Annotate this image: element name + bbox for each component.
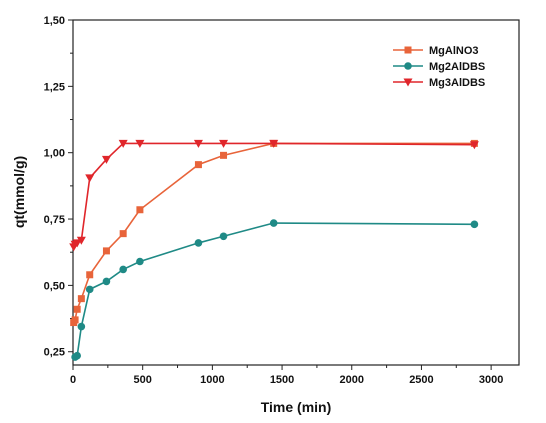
- legend-item: Mg2AlDBS: [393, 61, 485, 73]
- series-Mg3AlDBS: [69, 139, 479, 252]
- y-tick-label: 0,75: [44, 214, 65, 226]
- data-point: [73, 351, 81, 360]
- data-point: [85, 285, 94, 294]
- data-point: [72, 239, 82, 248]
- legend-item: Mg3AlDBS: [393, 77, 485, 89]
- legend-marker: [403, 78, 413, 87]
- data-point: [73, 305, 81, 313]
- x-tick-label: 1500: [270, 374, 294, 386]
- x-tick-label: 2500: [409, 374, 433, 386]
- data-point: [119, 230, 127, 238]
- data-point: [269, 139, 279, 148]
- data-point: [77, 322, 86, 331]
- data-point: [77, 295, 85, 303]
- data-point: [219, 139, 229, 148]
- data-point: [102, 277, 111, 286]
- x-tick-label: 1000: [200, 374, 224, 386]
- series-layer: [69, 139, 479, 361]
- y-tick-label: 1,50: [44, 15, 65, 27]
- y-tick-label: 1,25: [44, 81, 65, 93]
- data-point: [76, 236, 86, 245]
- x-tick-label: 2000: [340, 374, 364, 386]
- x-tick-label: 500: [134, 374, 152, 386]
- y-tick-label: 1,00: [44, 148, 65, 160]
- data-point: [102, 247, 110, 255]
- legend-label: Mg3AlDBS: [429, 77, 485, 89]
- data-point: [220, 151, 228, 159]
- data-point: [119, 265, 127, 274]
- x-axis: 0 500 1000 1500 2000 2500 3000: [70, 365, 503, 386]
- data-point: [194, 161, 202, 169]
- plot-area: [72, 19, 520, 366]
- legend-label: Mg2AlDBS: [429, 61, 485, 73]
- y-tick-label: 0,25: [44, 347, 65, 359]
- data-point: [118, 139, 128, 148]
- data-point: [135, 139, 145, 148]
- legend: MgAlNO3 Mg2AlDBS Mg3AlDBS: [393, 45, 485, 89]
- x-tick-label: 0: [70, 374, 76, 386]
- y-tick-label: 0,50: [44, 280, 65, 292]
- data-point: [86, 271, 94, 279]
- x-axis-label: Time (min): [261, 399, 332, 415]
- data-point: [136, 257, 144, 266]
- data-point: [470, 220, 479, 229]
- data-point: [269, 219, 278, 227]
- data-point: [193, 139, 203, 148]
- legend-marker: [404, 46, 412, 54]
- data-point: [469, 141, 479, 150]
- x-tick-label: 3000: [479, 374, 503, 386]
- data-point: [71, 316, 79, 324]
- y-axis: 0,25 0,50 0,75 1,00 1,25 1,50: [44, 15, 73, 359]
- series-Mg2AlDBS: [71, 219, 479, 361]
- legend-item: MgAlNO3: [393, 45, 479, 57]
- legend-marker: [404, 62, 412, 70]
- data-point: [136, 206, 144, 214]
- data-point: [219, 232, 228, 241]
- y-axis-label: qt(mmol/g): [11, 156, 27, 228]
- legend-label: MgAlNO3: [429, 45, 479, 57]
- data-point: [101, 155, 111, 164]
- data-point: [85, 174, 95, 183]
- data-point: [194, 239, 203, 247]
